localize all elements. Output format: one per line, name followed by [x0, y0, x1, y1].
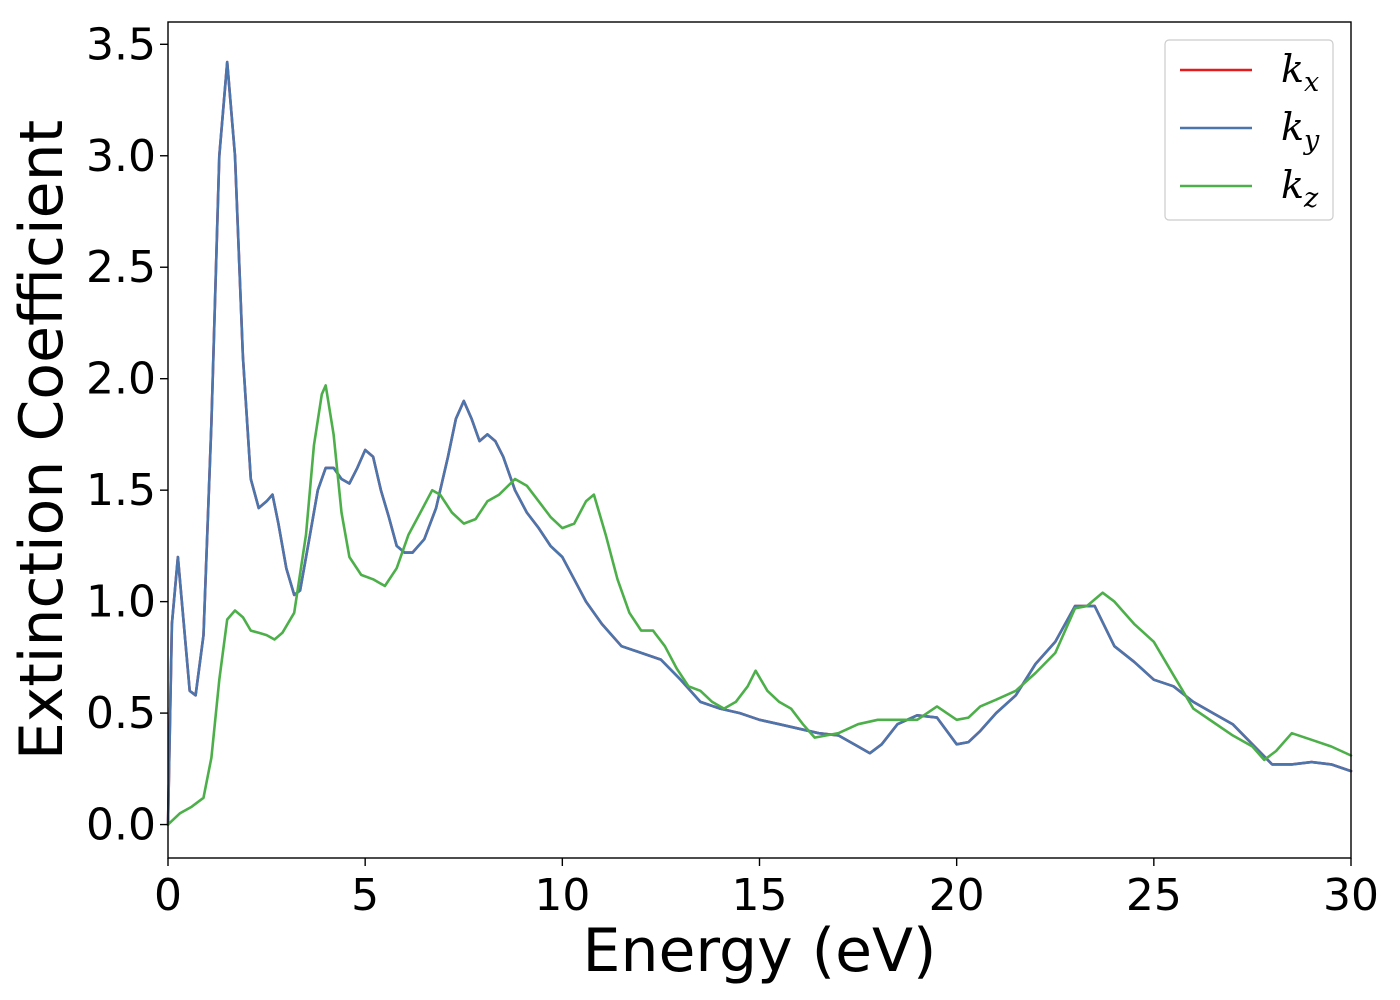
x-axis-label: Energy (eV)	[583, 916, 937, 986]
x-tick-label: 0	[154, 870, 182, 921]
x-tick-label: 30	[1323, 870, 1379, 921]
y-axis-ticks: 0.0 0.5 1.0 1.5 2.0 2.5 3.0 3.5	[86, 19, 168, 851]
x-tick-label: 25	[1126, 870, 1182, 921]
y-tick-label: 3.0	[86, 131, 156, 182]
y-tick-label: 1.5	[86, 465, 156, 516]
y-tick-label: 1.0	[86, 577, 156, 628]
y-tick-label: 0.5	[86, 688, 156, 739]
x-axis-ticks: 0 5 10 15 20 25 30	[154, 858, 1379, 921]
legend-box	[1164, 39, 1334, 221]
x-tick-label: 15	[732, 870, 788, 921]
y-tick-label: 0.0	[86, 800, 156, 851]
series-line-kz	[166, 384, 1353, 826]
y-axis-label: Extinction Coefficient	[7, 120, 77, 760]
y-tick-label: 3.5	[86, 19, 156, 70]
x-tick-label: 10	[534, 870, 590, 921]
series-layer	[166, 60, 1353, 826]
y-tick-label: 2.5	[86, 242, 156, 293]
y-tick-label: 2.0	[86, 354, 156, 405]
series-line-ky	[166, 60, 1353, 826]
x-tick-label: 20	[929, 870, 985, 921]
x-tick-label: 5	[351, 870, 379, 921]
